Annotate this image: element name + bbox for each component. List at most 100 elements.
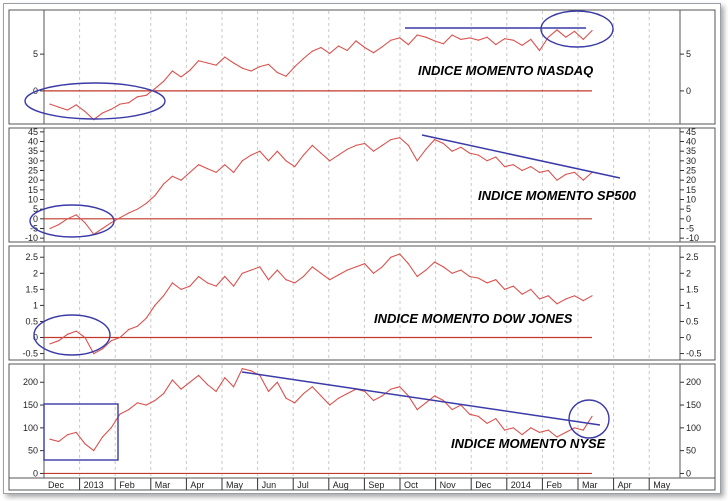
series-point [381, 395, 383, 397]
series-point [58, 106, 60, 108]
y-tick-label-right: 35 [686, 146, 696, 156]
series-point [372, 52, 375, 54]
series-point [556, 436, 558, 438]
series-point [180, 288, 182, 290]
y-tick-label-left: 0 [33, 333, 38, 343]
y-tick-label-right: -5 [686, 223, 694, 233]
series-point [565, 298, 567, 300]
series-point [66, 333, 69, 335]
series-point [75, 104, 77, 106]
series-point [442, 142, 444, 145]
y-tick-label-right: 0 [686, 333, 691, 343]
y-tick-label-left: -0.5 [22, 349, 38, 359]
series-point [486, 36, 488, 38]
y-tick-label-right: 2 [686, 268, 691, 278]
series-point [101, 227, 104, 230]
x-tick-label: Oct [404, 480, 419, 490]
series-point [119, 336, 121, 339]
x-tick-label: Jun [262, 480, 277, 490]
x-tick-label: Nov [440, 480, 457, 490]
series-point [285, 397, 287, 399]
series-point [346, 269, 348, 271]
series-point [547, 295, 549, 297]
y-tick-label-right: 0 [686, 214, 691, 224]
panel-border [8, 9, 716, 125]
series-point [477, 154, 479, 156]
series-point [136, 402, 138, 404]
y-tick-label-left: 20 [28, 175, 38, 185]
series-point [66, 109, 69, 111]
series-point [93, 450, 95, 452]
y-tick-label-right: 40 [686, 137, 696, 147]
series-point [451, 150, 453, 152]
y-tick-label-left: 10 [28, 194, 38, 204]
x-tick-label: Feb [119, 480, 135, 490]
series-point [145, 317, 147, 319]
series-point [355, 266, 357, 268]
y-tick-label-left: 0 [33, 214, 38, 224]
series-point [460, 269, 462, 271]
y-tick-label-right: 5 [686, 204, 691, 214]
series-point [259, 150, 261, 152]
series-point [390, 39, 392, 41]
trendline-annotation [241, 371, 601, 426]
series-point [224, 377, 226, 379]
series-point [136, 96, 138, 98]
series-point [442, 266, 444, 268]
series-point [206, 383, 208, 386]
series-point [521, 169, 523, 172]
series-point [337, 274, 340, 276]
series-point [250, 269, 252, 271]
series-point [477, 277, 479, 279]
series-point [128, 328, 130, 331]
series-point [215, 285, 217, 287]
series-point [469, 275, 471, 278]
series-point [171, 282, 173, 284]
y-tick-label-right: 0 [686, 468, 691, 478]
panel-4: 0 0 50 50 100 100 150 150 200 200 INDICE MOMENTO N… [8, 363, 716, 479]
series-point [355, 144, 357, 146]
series-point [180, 76, 182, 78]
series-point [416, 409, 418, 411]
series-point [477, 39, 479, 41]
series-point [381, 266, 383, 268]
series-point [399, 253, 401, 255]
series-point [198, 60, 200, 62]
y-tick-label-right: 0.5 [686, 316, 699, 326]
series-point [84, 222, 86, 224]
series-point [573, 171, 576, 173]
series-point [233, 285, 235, 287]
y-tick-label-left: 2 [33, 268, 38, 278]
series-point [381, 46, 383, 48]
series-point [538, 171, 541, 173]
series-point [49, 343, 51, 345]
series-point [530, 288, 532, 290]
series-point [198, 164, 200, 166]
series-point [565, 173, 567, 175]
series-point [241, 67, 243, 69]
y-tick-label-right: 1.5 [686, 284, 699, 294]
series-point [469, 152, 471, 154]
x-tick-label: Aug [333, 480, 349, 490]
series-point [434, 395, 436, 397]
series-point [154, 399, 156, 402]
series-point [302, 57, 305, 60]
x-tick-label: Dec [475, 480, 492, 490]
series-point [460, 146, 462, 148]
series-point [538, 431, 541, 433]
series-point [451, 34, 453, 36]
series-point [451, 409, 453, 411]
panel-border [8, 127, 716, 243]
series-point [504, 38, 506, 40]
series-point [407, 263, 409, 265]
series-point [504, 429, 506, 431]
series-point [58, 224, 60, 226]
series-point [136, 208, 138, 210]
y-tick-label-right: 100 [686, 423, 701, 433]
series-point [573, 427, 576, 429]
series-point [233, 171, 235, 173]
y-tick-label-right: -0.5 [686, 349, 702, 359]
series-point [267, 160, 270, 162]
x-tick-label: Mar [582, 480, 598, 490]
series-point [469, 37, 471, 39]
